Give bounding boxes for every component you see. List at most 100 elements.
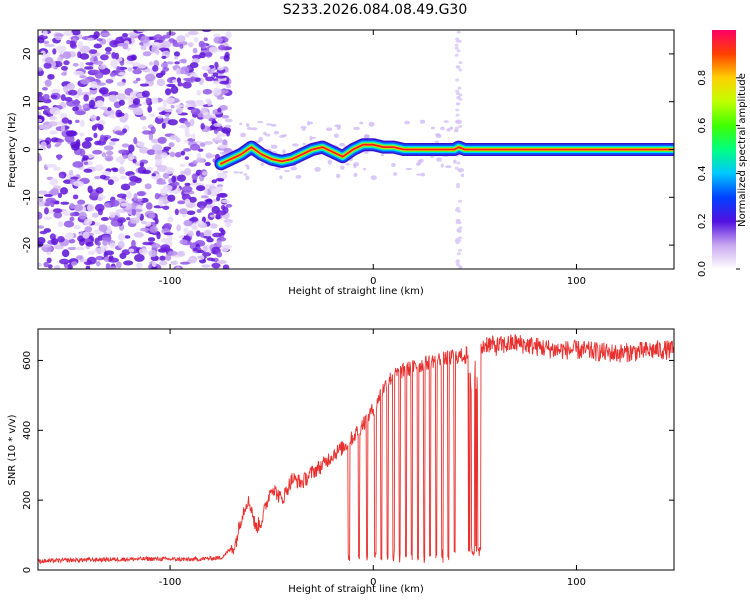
- noise-blob: [67, 89, 78, 96]
- noise-blob: [61, 117, 70, 124]
- noise-blob: [224, 124, 232, 129]
- noise-blob: [108, 141, 116, 146]
- noise-blob: [256, 120, 264, 124]
- noise-blob: [139, 227, 150, 232]
- noise-blob: [136, 262, 143, 269]
- noise-blob: [151, 173, 156, 177]
- noise-blob: [108, 257, 119, 263]
- noise-blob: [38, 262, 42, 268]
- noise-blob: [117, 93, 127, 101]
- snr-marks: [38, 333, 674, 565]
- noise-blob: [105, 150, 114, 156]
- noise-blob: [49, 115, 57, 121]
- x-tick-label: -100: [159, 577, 182, 588]
- noise-blob: [245, 123, 250, 127]
- noise-blob: [161, 122, 166, 129]
- noise-blob: [38, 196, 43, 203]
- noise-blob: [121, 143, 130, 148]
- noise-blob: [164, 167, 175, 175]
- stripe-blob: [455, 260, 460, 264]
- stripe-blob: [457, 248, 462, 252]
- noise-blob: [83, 161, 89, 165]
- noise-blob: [310, 136, 317, 139]
- noise-blob: [126, 55, 136, 62]
- noise-blob: [165, 113, 170, 118]
- stripe-blob: [457, 86, 462, 90]
- noise-blob: [186, 121, 191, 128]
- noise-blob: [48, 209, 55, 215]
- stripe-blob: [454, 53, 459, 57]
- noise-blob: [77, 199, 86, 205]
- noise-blob: [95, 261, 101, 267]
- noise-blob: [154, 149, 163, 155]
- noise-blob: [216, 96, 225, 100]
- noise-blob: [175, 137, 181, 143]
- noise-blob: [184, 132, 191, 138]
- noise-blob: [446, 128, 451, 132]
- noise-blob: [58, 258, 70, 265]
- noise-blob: [79, 148, 86, 157]
- noise-blob: [39, 230, 47, 235]
- noise-blob: [250, 127, 258, 131]
- colorbar-gradient: [712, 30, 736, 269]
- noise-blob: [157, 115, 163, 119]
- noise-blob: [38, 118, 43, 123]
- noise-blob: [154, 192, 160, 200]
- noise-blob: [457, 168, 465, 173]
- noise-blob: [213, 122, 222, 127]
- noise-blob: [83, 168, 93, 173]
- noise-blob: [68, 119, 73, 125]
- noise-blob: [95, 82, 107, 86]
- noise-blob: [333, 133, 339, 139]
- noise-blob: [137, 64, 147, 69]
- noise-blob: [177, 250, 186, 257]
- noise-blob: [219, 151, 225, 155]
- noise-blob: [270, 144, 278, 149]
- noise-blob: [127, 32, 139, 37]
- noise-blob: [184, 33, 191, 38]
- noise-blob: [153, 34, 163, 42]
- noise-blob: [42, 93, 50, 101]
- noise-blob: [164, 88, 172, 96]
- noise-blob: [81, 140, 92, 149]
- noise-blob: [116, 112, 125, 117]
- noise-blob: [192, 222, 197, 229]
- noise-blob: [205, 204, 214, 209]
- noise-blob: [109, 72, 116, 77]
- noise-blob: [97, 197, 103, 202]
- noise-blob: [144, 73, 156, 82]
- noise-blob: [151, 144, 163, 152]
- noise-blob: [203, 141, 214, 145]
- noise-blob: [88, 49, 98, 54]
- noise-blob: [240, 132, 247, 138]
- noise-blob: [69, 40, 77, 48]
- stripe-blob: [454, 46, 459, 50]
- noise-blob: [430, 155, 434, 159]
- noise-blob: [174, 151, 182, 158]
- noise-blob: [282, 149, 286, 155]
- noise-blob: [108, 114, 118, 119]
- noise-blob: [187, 42, 194, 48]
- noise-blob: [184, 198, 191, 205]
- noise-blob: [176, 107, 183, 115]
- noise-blob: [69, 202, 75, 210]
- noise-blob: [94, 175, 102, 180]
- noise-blob: [170, 104, 175, 109]
- noise-blob: [206, 237, 214, 243]
- noise-blob: [38, 67, 43, 72]
- noise-blob: [53, 211, 63, 219]
- noise-blob: [96, 38, 103, 42]
- noise-blob: [45, 197, 56, 204]
- noise-blob: [141, 90, 150, 98]
- noise-blob: [60, 124, 66, 132]
- noise-blob: [139, 83, 150, 87]
- noise-blob: [118, 99, 125, 106]
- stripe-blob: [458, 61, 463, 65]
- figure-title: S233.2026.084.08.49.G30: [283, 2, 468, 18]
- stripe-blob: [457, 239, 462, 243]
- noise-blob: [57, 192, 63, 198]
- noise-blob: [184, 126, 190, 135]
- noise-blob: [93, 43, 102, 49]
- noise-blob: [116, 261, 122, 269]
- noise-blob: [118, 149, 129, 154]
